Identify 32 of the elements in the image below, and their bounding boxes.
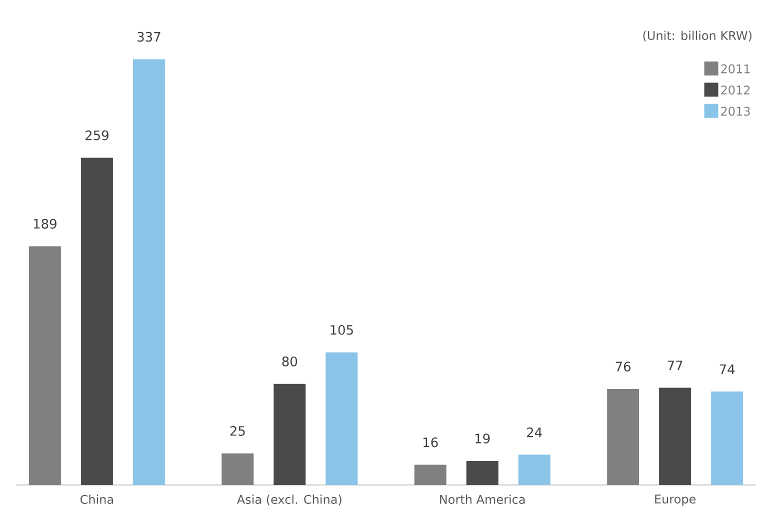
data-label: 189 <box>34 218 56 229</box>
data-label: 77 <box>668 360 682 370</box>
bar <box>659 388 692 485</box>
data-label: 76 <box>616 362 631 372</box>
bar <box>711 392 744 485</box>
data-label: 74 <box>720 364 735 374</box>
x-tick-label: Asia (excl. China) <box>236 494 342 506</box>
legend-label: 2011 <box>721 64 750 74</box>
bar <box>274 384 306 485</box>
data-label: 16 <box>424 437 438 448</box>
legend-label: 2012 <box>721 85 750 95</box>
data-label: 80 <box>282 356 298 366</box>
bar <box>80 158 113 485</box>
bar <box>326 352 358 485</box>
x-tick-label: North America <box>440 494 525 504</box>
bar <box>222 453 254 485</box>
bar <box>414 464 446 485</box>
x-tick-label: China <box>80 494 113 504</box>
text: (Unit: billion KRW) <box>643 30 752 42</box>
data-label: 24 <box>527 427 542 438</box>
bar <box>518 454 550 485</box>
bar <box>466 460 498 485</box>
data-label: 19 <box>476 434 490 444</box>
data-label: 337 <box>138 32 160 42</box>
data-label: 105 <box>330 324 353 335</box>
bar <box>607 388 640 485</box>
bar <box>28 246 61 485</box>
bar <box>132 59 165 485</box>
legend-label: 2013 <box>721 106 750 116</box>
data-label: 25 <box>230 426 245 436</box>
data-label: 259 <box>85 130 108 140</box>
x-tick-label: Europe <box>655 494 696 506</box>
